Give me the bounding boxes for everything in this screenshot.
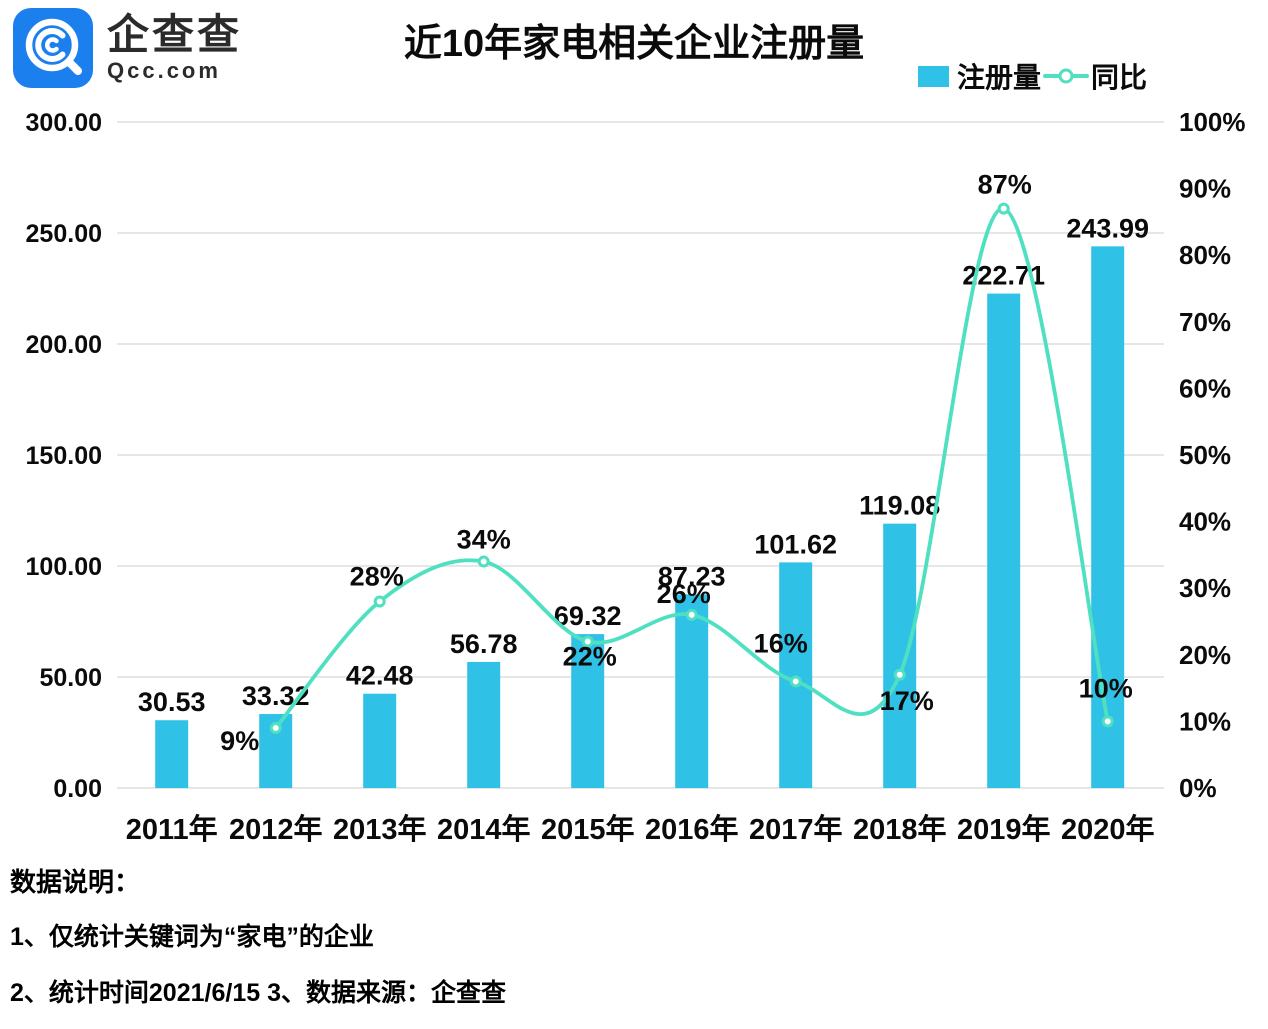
line-marker-swatch-dot bbox=[1058, 68, 1074, 84]
line-marker bbox=[373, 595, 386, 608]
line-value-label: 17% bbox=[880, 686, 934, 716]
y-axis-right-tick: 40% bbox=[1179, 507, 1231, 537]
y-axis-right-tick: 10% bbox=[1179, 706, 1231, 736]
y-axis-left-tick: 250.00 bbox=[26, 220, 102, 248]
x-axis-label: 2014年 bbox=[437, 812, 531, 846]
y-axis-left-tick: 150.00 bbox=[26, 442, 102, 470]
bar-value-label: 42.48 bbox=[346, 661, 414, 691]
x-axis-label: 2016年 bbox=[645, 812, 739, 846]
bar-value-label: 30.53 bbox=[138, 687, 206, 717]
legend-item-bar: 注册量 bbox=[918, 56, 1041, 96]
bar-series-swatch bbox=[918, 65, 949, 87]
bar-value-label: 101.62 bbox=[754, 529, 837, 559]
bar-2013年 bbox=[363, 693, 397, 788]
x-axis-label: 2017年 bbox=[749, 812, 843, 846]
line-marker bbox=[685, 608, 698, 621]
bar-value-label: 119.08 bbox=[859, 491, 940, 521]
brand-text: 企查查 Qcc.com bbox=[107, 12, 242, 84]
y-axis-left-tick: 0.00 bbox=[53, 775, 102, 803]
line-value-label: 34% bbox=[457, 525, 511, 555]
x-axis-label: 2015年 bbox=[541, 812, 635, 846]
line-marker bbox=[477, 555, 490, 568]
y-axis-right-tick: 70% bbox=[1179, 307, 1231, 337]
line-marker bbox=[997, 202, 1010, 215]
line-marker bbox=[1101, 715, 1114, 728]
chart-title: 近10年家电相关企业注册量 bbox=[403, 23, 865, 65]
y-axis-left-tick: 50.00 bbox=[39, 664, 102, 692]
bar-value-label: 243.99 bbox=[1066, 213, 1149, 243]
bar-2018年 bbox=[883, 523, 917, 788]
footnote-2: 2、统计时间2021/6/15 3、数据来源：企查查 bbox=[10, 979, 506, 1007]
line-value-label: 9% bbox=[220, 726, 259, 756]
x-axis-label: 2013年 bbox=[333, 812, 427, 846]
x-axis-label: 2018年 bbox=[853, 812, 947, 846]
y-axis-left-tick: 300.00 bbox=[26, 109, 102, 137]
bar-2016年 bbox=[675, 594, 709, 788]
chart-legend: 注册量 同比 bbox=[918, 56, 1147, 96]
y-axis-right-tick: 90% bbox=[1179, 174, 1231, 204]
line-marker bbox=[893, 668, 906, 681]
line-value-label: 28% bbox=[350, 562, 404, 592]
brand-logo: 企查查 Qcc.com bbox=[13, 8, 242, 88]
x-axis-label: 2019年 bbox=[957, 812, 1051, 846]
brand-name: 企查查 bbox=[107, 11, 243, 58]
qcc-logo-icon bbox=[13, 8, 93, 88]
line-value-label: 22% bbox=[563, 641, 617, 671]
line-value-label: 10% bbox=[1079, 673, 1133, 703]
line-marker bbox=[581, 635, 594, 648]
x-axis-label: 2020年 bbox=[1061, 812, 1155, 846]
legend-item-line: 同比 bbox=[1041, 56, 1147, 96]
yoy-line bbox=[273, 206, 1110, 730]
footnote-heading: 数据说明： bbox=[10, 867, 141, 897]
bar-2019年 bbox=[987, 293, 1021, 788]
bar-2015年 bbox=[571, 634, 605, 788]
y-axis-right-tick: 20% bbox=[1179, 640, 1231, 670]
bar-2014年 bbox=[467, 661, 501, 788]
y-axis-left-tick: 200.00 bbox=[26, 331, 102, 359]
legend-bar-label: 注册量 bbox=[957, 62, 1042, 93]
bar-2011年 bbox=[155, 720, 189, 788]
y-axis-right-tick: 0% bbox=[1179, 773, 1217, 803]
line-value-label: 16% bbox=[754, 628, 808, 658]
y-axis-right-tick: 60% bbox=[1179, 373, 1231, 403]
y-axis-right-tick: 80% bbox=[1179, 240, 1231, 270]
x-axis-label: 2012年 bbox=[229, 812, 323, 846]
line-marker bbox=[269, 722, 282, 735]
y-axis-left-tick: 100.00 bbox=[26, 553, 102, 581]
x-axis-label: 2011年 bbox=[126, 812, 218, 846]
footnote-1: 1、仅统计关键词为“家电”的企业 bbox=[10, 923, 374, 951]
legend-line-label: 同比 bbox=[1091, 62, 1148, 93]
footnotes: 数据说明： 1、仅统计关键词为“家电”的企业 2、统计时间2021/6/15 3… bbox=[10, 862, 506, 1029]
combo-chart: 0.00 50.00 100.00 150.00 200.00 250.00 300.00 0… bbox=[26, 107, 1246, 846]
line-series-swatch bbox=[1043, 68, 1090, 84]
y-axis-right-tick: 50% bbox=[1179, 440, 1231, 470]
bar-2020年 bbox=[1091, 246, 1125, 789]
line-value-label: 26% bbox=[657, 579, 711, 609]
bar-value-label: 56.78 bbox=[450, 629, 518, 659]
y-axis-right-tick: 30% bbox=[1179, 573, 1231, 603]
y-axis-right-tick: 100% bbox=[1179, 107, 1246, 137]
line-marker bbox=[789, 675, 802, 688]
bar-value-label: 69.32 bbox=[554, 601, 622, 631]
line-value-label: 87% bbox=[978, 170, 1032, 200]
bar-value-label: 87.23 bbox=[658, 561, 726, 591]
brand-domain: Qcc.com bbox=[107, 58, 221, 83]
infographic-page: 企查查 Qcc.com 近10年家电相关企业注册量 注册量 同比 0.00 50.… bbox=[10, 8, 1246, 1007]
